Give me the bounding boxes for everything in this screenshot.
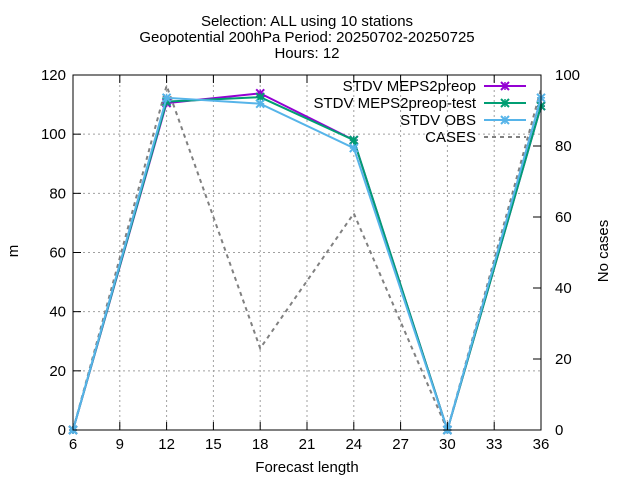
legend-label-cases: CASES (425, 129, 476, 146)
series-line-cases (72, 82, 542, 434)
x-tick-label: 33 (486, 436, 503, 453)
legend-marker-stdv-meps2preop (500, 81, 510, 91)
y-axis-label: m (5, 245, 22, 258)
axis-ticks: 6 9 12 15 18 21 24 27 30 33 36 0 20 40 60 80 100 120 0 20 40… (41, 67, 580, 453)
y2-tick-label: 20 (555, 351, 572, 368)
legend-label-stdv-meps2preop-test: STDV MEPS2preop-test (313, 95, 476, 112)
x-tick-label: 15 (205, 436, 222, 453)
y2-axis-label: No cases (595, 220, 612, 283)
x-tick-label: 9 (116, 436, 124, 453)
y-tick-label: 0 (58, 422, 66, 439)
y-tick-label: 20 (49, 363, 66, 380)
x-axis-label: Forecast length (255, 459, 358, 476)
series-line-stdv-obs (72, 96, 542, 434)
y-tick-label: 100 (41, 126, 66, 143)
x-tick-label: 18 (252, 436, 269, 453)
plot-series (68, 82, 546, 435)
y-tick-label: 60 (49, 245, 66, 262)
y-tick-label: 120 (41, 67, 66, 84)
data-point-stdv-obs (161, 93, 172, 103)
x-tick-label: 30 (439, 436, 456, 453)
legend-marker-stdv-meps2preop-test (500, 98, 510, 108)
data-point-stdv-obs (349, 143, 359, 153)
title-line-2: Geopotential 200hPa Period: 20250702-202… (139, 29, 474, 46)
y2-tick-label: 0 (555, 422, 563, 439)
x-tick-label: 36 (533, 436, 550, 453)
legend-label-stdv-meps2preop: STDV MEPS2preop (343, 78, 476, 95)
x-tick-label: 6 (69, 436, 77, 453)
title-line-3: Hours: 12 (274, 45, 339, 62)
x-tick-label: 12 (158, 436, 175, 453)
x-tick-label: 21 (299, 436, 316, 453)
x-tick-label: 24 (345, 436, 362, 453)
data-point-stdv-obs (255, 98, 265, 109)
legend-marker-stdv-obs (500, 115, 510, 125)
data-point-stdv-meps2preop-test (349, 135, 359, 145)
title-line-1: Selection: ALL using 10 stations (201, 13, 413, 30)
y-tick-label: 40 (49, 304, 66, 321)
y2-tick-label: 100 (555, 67, 580, 84)
y2-tick-label: 80 (555, 138, 572, 155)
y2-tick-label: 60 (555, 209, 572, 226)
legend-label-stdv-obs: STDV OBS (400, 112, 476, 129)
y-tick-label: 80 (49, 185, 66, 202)
y2-tick-label: 40 (555, 280, 572, 297)
x-tick-label: 27 (392, 436, 409, 453)
